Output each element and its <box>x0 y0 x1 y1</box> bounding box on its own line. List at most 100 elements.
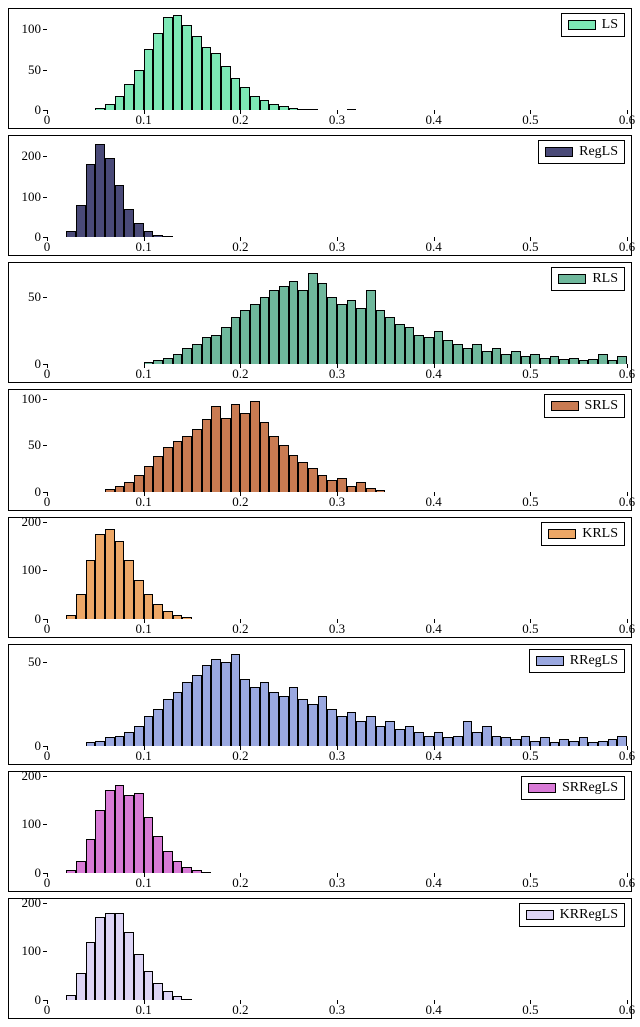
x-axis: 00.10.20.30.40.50.6 <box>47 110 627 128</box>
x-tick-label: 0.1 <box>136 494 152 510</box>
y-tick-label: 0 <box>35 356 42 372</box>
legend: SRRegLS <box>521 776 625 800</box>
x-tick-label: 0.1 <box>136 112 152 128</box>
y-axis: 0100200 <box>9 903 47 1000</box>
x-tick-label: 0.6 <box>619 239 635 255</box>
histogram-bar <box>492 348 502 364</box>
histogram-bar <box>540 358 550 365</box>
histogram-bar <box>337 304 347 365</box>
plot-area <box>47 394 627 491</box>
x-tick-label: 0.3 <box>329 112 345 128</box>
y-tick-label: 200 <box>22 514 42 530</box>
y-tick <box>43 522 47 523</box>
x-tick-label: 0.5 <box>522 494 538 510</box>
y-tick-label: 0 <box>35 738 42 754</box>
histogram-bar <box>115 185 125 238</box>
y-tick-label: 0 <box>35 102 42 118</box>
legend-swatch <box>526 910 554 920</box>
histogram-bar <box>173 441 183 492</box>
x-axis: 00.10.20.30.40.50.6 <box>47 237 627 255</box>
histogram-bar <box>124 560 134 618</box>
legend-label: RLS <box>592 271 618 287</box>
x-axis: 00.10.20.30.40.50.6 <box>47 746 627 764</box>
x-tick-label: 0 <box>44 875 51 891</box>
y-tick-label: 0 <box>35 865 42 881</box>
y-tick <box>43 570 47 571</box>
y-axis: 0100200 <box>9 776 47 873</box>
histogram-bar <box>260 297 270 364</box>
histogram-bar <box>472 344 482 364</box>
x-tick-label: 0.6 <box>619 621 635 637</box>
histogram-bar <box>173 861 183 873</box>
histogram-bar <box>250 401 260 492</box>
histogram-bar <box>115 913 125 1000</box>
y-tick-label: 0 <box>35 229 42 245</box>
histogram-bar <box>298 699 308 746</box>
legend-swatch <box>558 274 586 284</box>
histogram-bar <box>443 737 453 745</box>
x-tick-label: 0.6 <box>619 748 635 764</box>
y-tick-label: 50 <box>28 62 41 78</box>
x-tick-label: 0.2 <box>232 366 248 382</box>
x-tick-label: 0.2 <box>232 621 248 637</box>
x-axis: 00.10.20.30.40.50.6 <box>47 364 627 382</box>
x-tick-label: 0.6 <box>619 112 635 128</box>
histogram-bar <box>482 726 492 746</box>
histogram-bar <box>86 942 96 1000</box>
histogram-panel: SRRegLS00.10.20.30.40.50.60100200 <box>8 771 632 892</box>
y-tick-label: 50 <box>28 289 41 305</box>
histogram-bar <box>95 534 105 619</box>
histogram-panel: SRLS00.10.20.30.40.50.6050100 <box>8 389 632 510</box>
histogram-bar <box>395 324 405 364</box>
histogram-bar <box>211 406 221 491</box>
histogram-bar <box>153 983 163 1000</box>
histogram-bar <box>231 404 241 492</box>
histogram-bar <box>124 84 134 110</box>
histogram-bar <box>105 158 115 237</box>
plot-area <box>47 522 627 619</box>
y-tick-label: 100 <box>22 189 42 205</box>
histogram-bar <box>559 739 569 746</box>
y-tick <box>43 364 47 365</box>
x-tick-label: 0.1 <box>136 366 152 382</box>
legend: RegLS <box>538 140 625 164</box>
y-tick-label: 100 <box>22 816 42 832</box>
legend-label: KRLS <box>582 526 618 542</box>
y-axis: 0100200 <box>9 140 47 237</box>
histogram-bar <box>269 436 279 492</box>
histogram-bar <box>163 851 173 873</box>
y-tick <box>43 297 47 298</box>
histogram-bar <box>308 273 318 365</box>
histogram-bar <box>182 348 192 364</box>
histogram-figure: LS00.10.20.30.40.50.6050100RegLS00.10.20… <box>8 8 632 1019</box>
histogram-bar <box>231 654 241 746</box>
histogram-bar <box>153 456 163 491</box>
histogram-bar <box>95 144 105 237</box>
x-tick-label: 0 <box>44 748 51 764</box>
histogram-bar <box>250 687 260 746</box>
y-tick <box>43 156 47 157</box>
y-tick-label: 200 <box>22 148 42 164</box>
histogram-bar <box>492 736 502 746</box>
histogram-bar <box>521 356 531 364</box>
histogram-bar <box>192 429 202 492</box>
x-tick-label: 0.4 <box>426 621 442 637</box>
y-tick <box>43 197 47 198</box>
histogram-bar <box>134 475 144 492</box>
plot-area <box>47 267 627 364</box>
legend: LS <box>561 13 625 37</box>
legend: SRLS <box>544 394 625 418</box>
x-tick-label: 0.6 <box>619 875 635 891</box>
histogram-bar <box>115 785 125 872</box>
y-tick <box>43 110 47 111</box>
histogram-bar <box>231 78 241 110</box>
x-tick-label: 0.3 <box>329 494 345 510</box>
legend-swatch <box>568 20 596 30</box>
histogram-bar <box>153 709 163 746</box>
x-tick-label: 0.3 <box>329 239 345 255</box>
histogram-bar <box>511 739 521 746</box>
y-tick-label: 200 <box>22 768 42 784</box>
x-tick-label: 0.1 <box>136 621 152 637</box>
histogram-bar <box>134 726 144 746</box>
y-tick-label: 0 <box>35 992 42 1008</box>
